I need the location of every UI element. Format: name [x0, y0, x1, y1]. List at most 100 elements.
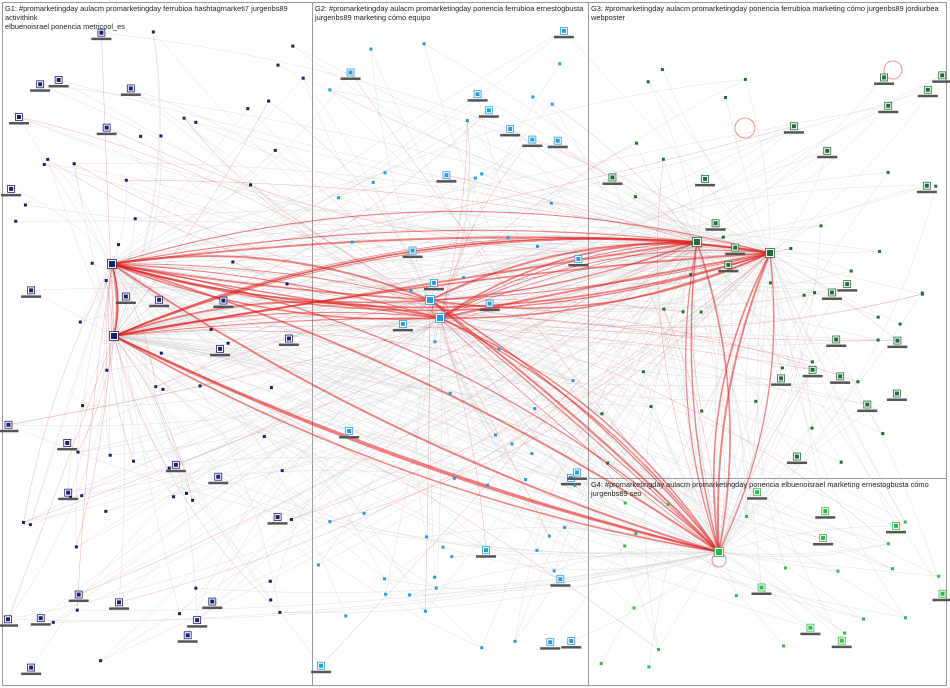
network-edge — [429, 296, 879, 341]
node-dot — [362, 511, 366, 515]
node-label — [0, 624, 19, 627]
node-label — [68, 599, 89, 603]
node-dot — [371, 180, 375, 184]
node-dot — [246, 107, 250, 111]
network-edge — [553, 252, 771, 572]
network-edge — [186, 241, 698, 494]
network-edge — [113, 244, 119, 337]
network-edge — [113, 335, 758, 493]
node-label — [1, 193, 22, 197]
network-edge-red — [113, 252, 771, 337]
group-g3-title-line1: G3: #promarketingday aulacm promarketing… — [591, 4, 939, 22]
node-label — [783, 131, 804, 134]
node-avatar-fill — [838, 374, 843, 379]
node-label — [916, 190, 937, 194]
node-avatar-fill — [576, 256, 581, 261]
group-g4-panel — [588, 478, 947, 686]
node-label — [602, 182, 623, 185]
network-edge — [769, 185, 927, 254]
network-edge — [113, 335, 488, 486]
node-dot — [721, 235, 725, 239]
network-edge — [113, 329, 879, 341]
node-dot — [185, 491, 189, 495]
node-dot — [647, 665, 651, 669]
node-dot — [105, 368, 109, 372]
node-label — [0, 429, 19, 433]
node-dot — [754, 399, 758, 403]
network-edge-red — [111, 229, 698, 265]
network-edge — [40, 241, 698, 619]
network-edge — [47, 159, 113, 265]
node-dot — [369, 47, 373, 51]
network-edge — [769, 251, 880, 254]
network-edge-red — [691, 241, 702, 412]
network-edge — [111, 263, 864, 620]
node-avatar-fill — [6, 422, 11, 427]
network-edge-red — [8, 241, 698, 426]
node-dot — [903, 616, 907, 620]
node-dot — [839, 460, 843, 464]
network-edge — [429, 79, 746, 301]
node-avatar-fill — [38, 616, 43, 621]
node-dot — [104, 509, 108, 513]
hub-node-fill — [111, 333, 117, 339]
node-dot — [810, 426, 814, 430]
network-edge — [199, 252, 771, 387]
network-edge — [53, 551, 720, 623]
network-edge — [554, 548, 720, 572]
network-edge — [363, 252, 771, 514]
network-edge — [487, 241, 698, 486]
network-edge-red — [717, 252, 771, 553]
group-g4-title: G4: #promarketingday aulacm promarketing… — [591, 480, 945, 498]
node-dot — [139, 134, 143, 138]
network-edge — [704, 178, 771, 254]
node-label — [340, 77, 361, 80]
node-avatar-fill — [834, 337, 839, 342]
network-edge — [745, 252, 771, 493]
network-edge-red — [291, 252, 771, 520]
network-edge — [574, 241, 698, 486]
node-dot — [661, 157, 665, 161]
node-label — [57, 447, 78, 451]
node-label — [550, 584, 571, 587]
network-edge — [429, 299, 435, 578]
node-avatar-fill — [508, 126, 513, 131]
node-label — [547, 145, 568, 149]
node-avatar-fill — [810, 367, 815, 372]
network-edge — [718, 551, 939, 577]
network-edge — [718, 404, 868, 553]
node-dot — [273, 148, 277, 152]
node-dot — [46, 157, 50, 161]
group-g2-title-line1: G2: #promarketingday aulacm promarketing… — [315, 4, 584, 13]
network-edge — [111, 259, 691, 275]
network-edge-red — [718, 369, 813, 553]
network-edge — [510, 128, 698, 243]
node-label — [815, 516, 836, 519]
network-edge — [507, 237, 720, 553]
network-edge-red — [18, 116, 441, 319]
network-edge — [718, 292, 815, 553]
node-avatar-fill — [733, 245, 738, 250]
hub-node-fill — [109, 261, 115, 267]
network-edge — [53, 317, 441, 623]
node-dot — [191, 498, 195, 502]
network-edge-red — [250, 184, 431, 301]
network-edge — [600, 252, 771, 664]
node-dot — [890, 567, 894, 571]
node-dot — [78, 320, 82, 324]
node-label — [751, 592, 772, 595]
network-edge — [439, 120, 470, 319]
network-edge — [429, 299, 635, 609]
node-dot — [425, 535, 429, 539]
node-label — [267, 522, 288, 525]
network-edge — [113, 335, 426, 612]
network-edge — [481, 241, 698, 648]
node-dot — [441, 545, 445, 549]
network-edge — [175, 456, 720, 553]
node-avatar-fill — [65, 440, 70, 445]
network-edge — [718, 369, 813, 553]
node-avatar-fill — [117, 600, 122, 605]
network-edge — [111, 263, 385, 579]
node-dot — [886, 542, 890, 546]
node-dot — [198, 384, 202, 388]
